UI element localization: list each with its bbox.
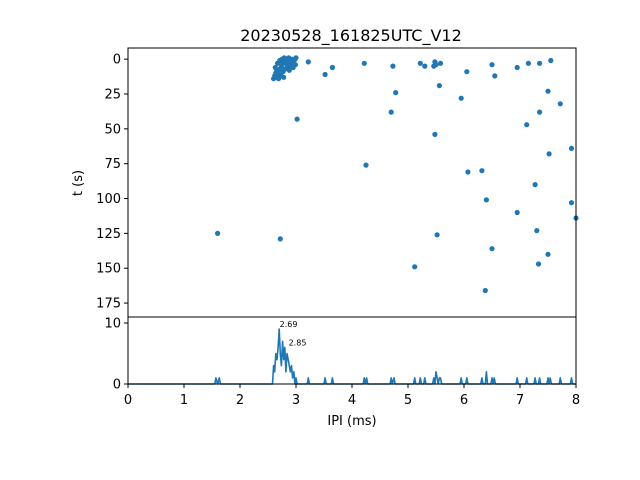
scatter-point — [276, 76, 282, 82]
histogram-peak-label: 2.85 — [289, 338, 307, 347]
scatter-y-ticks: 0 25 50 75 100 125 150 175 — [96, 53, 128, 312]
scatter-point — [412, 264, 418, 270]
histogram-x-tick-label: 2 — [236, 393, 244, 408]
histogram-x-tick-label: 8 — [572, 393, 580, 408]
histogram-y-tick-label: 0 — [113, 378, 121, 393]
scatter-point — [277, 236, 283, 242]
scatter-y-tick-label: 125 — [96, 227, 121, 242]
scatter-point — [434, 232, 440, 238]
scatter-point — [534, 228, 540, 234]
scatter-point — [422, 63, 428, 69]
scatter-point — [458, 95, 464, 101]
histogram-y-ticks: 0 10 — [104, 317, 128, 393]
scatter-point — [305, 59, 311, 65]
scatter-point — [546, 151, 552, 157]
scatter-point — [465, 169, 471, 175]
histogram-x-tick-label: 6 — [460, 393, 468, 408]
scatter-point — [273, 66, 279, 72]
scatter-point — [215, 230, 221, 236]
scatter-point — [329, 64, 335, 71]
scatter-y-tick-label: 0 — [113, 53, 121, 68]
scatter-point — [464, 69, 470, 75]
scatter-point — [537, 60, 543, 66]
scatter-y-axis-label: t (s) — [71, 170, 86, 196]
scatter-y-tick-label: 25 — [104, 87, 121, 102]
histogram-x-tick-label: 0 — [124, 393, 132, 408]
scatter-point — [479, 168, 485, 174]
scatter-point — [417, 60, 423, 66]
scatter-y-tick-label: 50 — [104, 122, 121, 137]
histogram-annotations: 2.69 2.85 — [280, 320, 307, 347]
scatter-point — [293, 55, 299, 61]
histogram-panel: 2.69 2.85 0 10 0 1 2 3 4 5 6 7 8 IPI (ms) — [104, 316, 580, 429]
scatter-point — [292, 62, 298, 68]
histogram-line — [128, 328, 576, 385]
scatter-point — [289, 56, 295, 62]
scatter-point — [568, 200, 575, 206]
scatter-point — [535, 261, 542, 267]
scatter-point — [525, 60, 532, 66]
scatter-point — [492, 73, 498, 79]
scatter-point — [489, 246, 495, 252]
histogram-x-ticks: 0 1 2 3 4 5 6 7 8 — [124, 384, 580, 408]
scatter-point — [545, 88, 551, 94]
scatter-point — [524, 122, 530, 128]
scatter-point — [436, 83, 442, 89]
scatter-point — [432, 131, 438, 137]
scatter-point — [437, 60, 444, 66]
histogram-axes-frame — [127, 316, 577, 385]
scatter-point — [548, 57, 554, 64]
scatter-axes-frame — [127, 47, 577, 318]
histogram-y-tick-label: 10 — [104, 317, 121, 332]
scatter-point — [489, 62, 495, 68]
scatter-y-tick-label: 175 — [96, 297, 121, 312]
scatter-y-tick-label: 75 — [104, 157, 121, 172]
scatter-point — [482, 287, 488, 294]
scatter-point — [388, 109, 394, 115]
scatter-point — [514, 64, 520, 71]
scatter-point — [532, 182, 538, 188]
scatter-panel: 0 25 50 75 100 125 150 175 t (s) — [71, 47, 579, 318]
scatter-y-tick-label: 150 — [96, 262, 121, 277]
scatter-point — [483, 197, 489, 203]
scatter-point — [322, 71, 328, 78]
histogram-x-tick-label: 7 — [516, 393, 524, 408]
histogram-x-tick-label: 5 — [404, 393, 412, 408]
scatter-points — [215, 55, 579, 294]
scatter-point — [433, 62, 439, 68]
scatter-point — [390, 63, 396, 69]
scatter-point — [294, 116, 300, 122]
scatter-point — [286, 67, 292, 73]
scatter-point — [361, 60, 367, 66]
scatter-point — [514, 209, 520, 216]
scatter-point — [281, 74, 287, 80]
histogram-x-tick-label: 3 — [292, 393, 300, 408]
histogram-x-axis-label: IPI (ms) — [327, 414, 376, 429]
scatter-y-tick-label: 100 — [96, 192, 121, 207]
scatter-point — [285, 63, 291, 69]
histogram-x-tick-label: 4 — [348, 393, 356, 408]
scatter-point — [568, 145, 575, 151]
chart-title: 20230528_161825UTC_V12 — [240, 26, 462, 46]
scatter-point — [363, 162, 369, 168]
histogram-x-tick-label: 1 — [180, 393, 188, 408]
histogram-peak-label: 2.69 — [280, 320, 298, 329]
scatter-point — [393, 90, 399, 96]
scatter-point — [537, 109, 543, 115]
scatter-point — [545, 251, 551, 257]
scatter-point — [557, 101, 563, 107]
